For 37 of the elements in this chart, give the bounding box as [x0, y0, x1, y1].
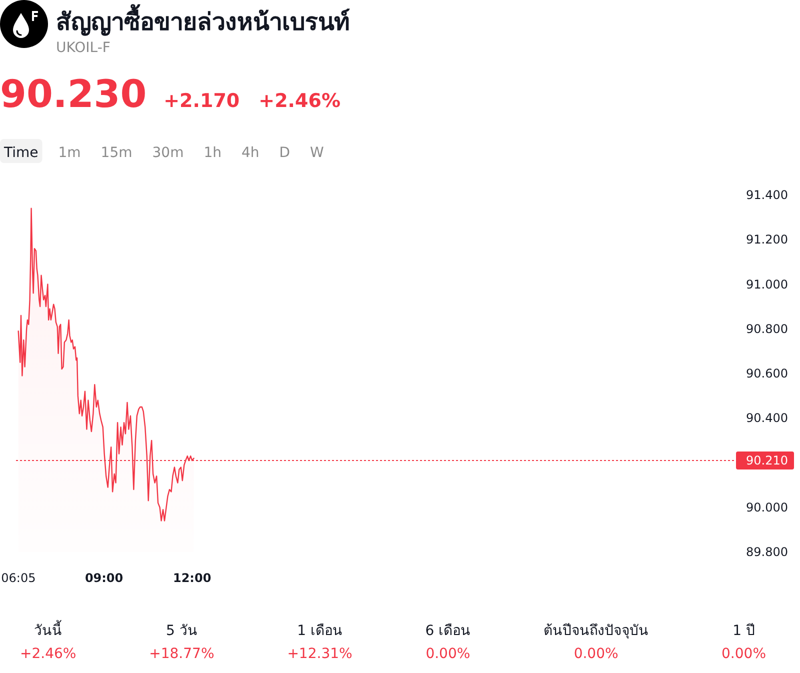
text: +2.170: [164, 90, 240, 112]
y-tick-label: 90.800: [746, 322, 788, 336]
text: 1h: [204, 145, 222, 161]
text: 30m: [152, 145, 184, 161]
text: 15m: [100, 145, 132, 161]
y-tick-label: 91.400: [746, 188, 788, 202]
chart-title: สัญญาซื้อขายล่วงหน้าเบรนท์: [56, 3, 350, 36]
text: +18.77%: [149, 646, 214, 662]
x-tick-label: 09:00: [84, 571, 124, 585]
chart-subtitle: UKOIL-F: [56, 40, 110, 56]
text: 0.00%: [722, 646, 766, 662]
y-tick-label: 90.600: [746, 366, 788, 380]
text: 1 เดือน: [297, 623, 342, 639]
ref-line-label: 90.210: [746, 454, 788, 468]
text: 5 วัน: [166, 623, 198, 639]
text: +12.31%: [287, 646, 352, 662]
y-tick-label: 90.000: [746, 500, 788, 514]
text: 1 ปี: [732, 623, 755, 639]
text: 1m: [58, 145, 81, 161]
text: 0.00%: [574, 646, 618, 662]
text: +2.46%: [20, 646, 76, 662]
text: W: [310, 145, 324, 161]
text: +2.46%: [258, 90, 340, 112]
text: 90.230: [0, 72, 147, 116]
text: 0.00%: [426, 646, 470, 662]
text: 6 เดือน: [425, 623, 471, 639]
text: วันนี้: [34, 620, 62, 639]
text: Time: [3, 145, 38, 161]
y-tick-label: 91.000: [746, 277, 788, 292]
text: 4h: [241, 145, 260, 161]
x-tick-label: 12:00: [172, 571, 212, 585]
y-tick-label: 91.200: [746, 232, 788, 247]
text: D: [279, 145, 290, 161]
y-tick-label: 90.400: [746, 411, 788, 426]
y-tick-label: 89.800: [746, 545, 788, 559]
text: ต้นปีจนถึงปัจจุบัน: [544, 623, 649, 639]
x-tick-label: 06:05: [1, 571, 36, 585]
